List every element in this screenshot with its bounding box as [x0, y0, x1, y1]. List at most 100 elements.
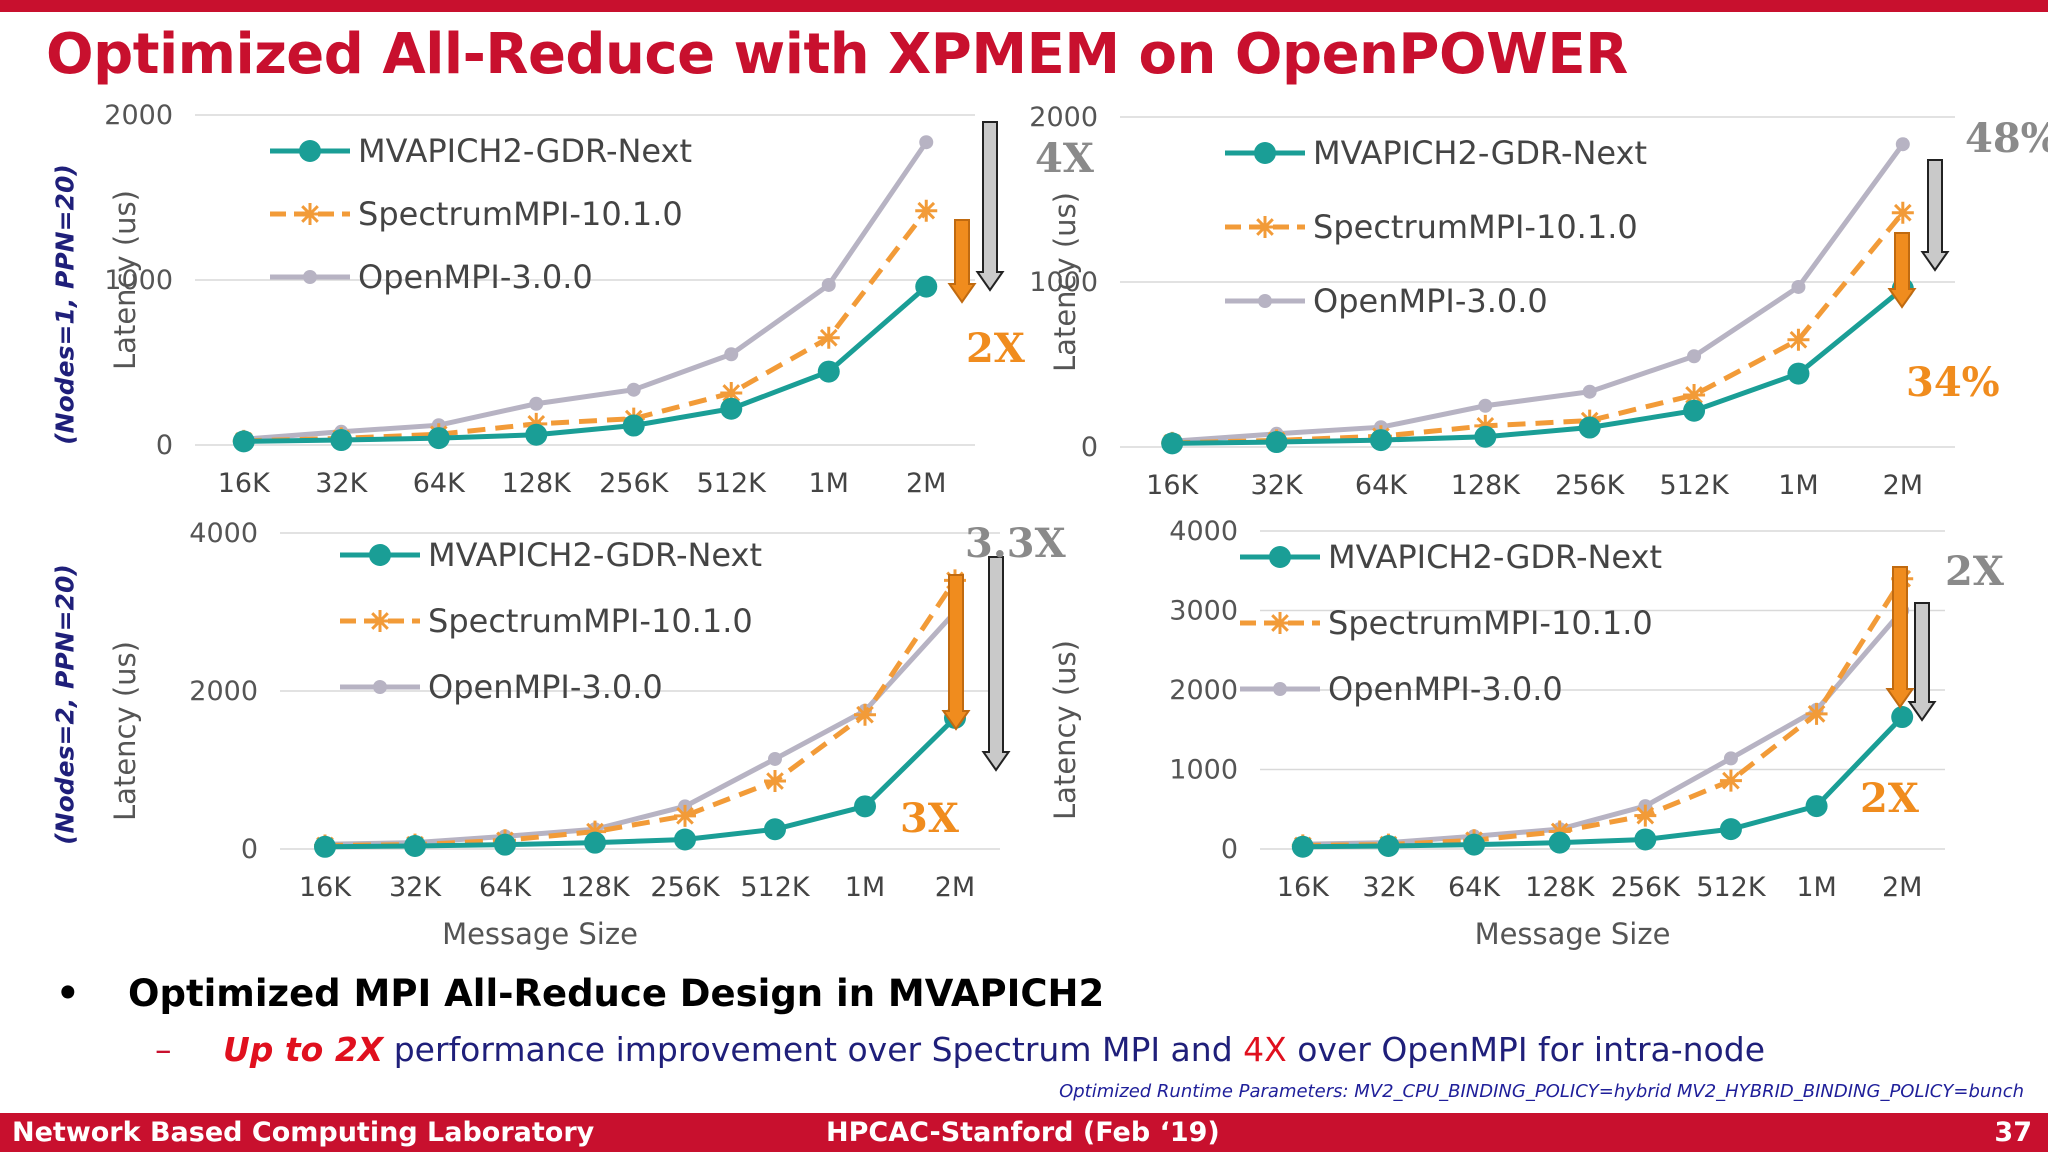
legend-marker: [1254, 216, 1276, 238]
legend-label: OpenMPI-3.0.0: [1313, 282, 1548, 320]
legend-marker: [373, 680, 387, 694]
legend-marker: [369, 544, 391, 566]
data-point: [1369, 429, 1392, 452]
y-tick-label: 0: [1221, 834, 1238, 865]
data-point: [674, 828, 696, 851]
y-tick-label: 2000: [1169, 675, 1238, 706]
series-MVAPICH2-GDR-Next: [232, 275, 938, 453]
bullet-sub-highlight2: 4X: [1243, 1030, 1287, 1069]
x-tick-label: 2M: [935, 872, 975, 903]
legend-marker: [369, 610, 391, 632]
top-accent-bar: [0, 0, 2048, 12]
legend-marker: [1269, 612, 1291, 634]
data-point: [1582, 384, 1597, 399]
x-tick-label: 128K: [1525, 872, 1596, 903]
x-tick-label: 1M: [1778, 470, 1818, 501]
legend-marker: [299, 203, 321, 225]
chart-bottom-right: 0 1000 2000 3000 4000 16K 32K 64K 128K 256K 512K 1M…: [1040, 515, 2020, 965]
data-point: [232, 430, 255, 453]
data-point: [919, 135, 934, 150]
data-point: [529, 396, 544, 411]
y-axis-label: Latency (us): [1048, 192, 1082, 372]
x-tick-label: 32K: [1362, 872, 1415, 903]
data-point: [724, 347, 739, 362]
footer-page-number: 37: [1994, 1117, 2032, 1148]
series-SpectrumMPI-10.1.0: [232, 199, 938, 452]
y-tick-label: 1000: [1169, 755, 1238, 786]
x-tick-label: 128K: [502, 468, 573, 499]
footer-bar: Network Based Computing Laboratory HPCAC…: [0, 1113, 2048, 1152]
x-tick-label: 16K: [1277, 872, 1330, 903]
chart-svg: 0 1000 2000 16K 32K 64K 128K 256K 512K 1M 2M Latenc…: [104, 100, 1094, 499]
legend-label: SpectrumMPI-10.1.0: [428, 602, 753, 640]
x-tick-label: 32K: [1251, 470, 1304, 501]
y-tick-label: 2000: [189, 676, 258, 707]
slide-title: Optimized All-Reduce with XPMEM on OpenP…: [46, 22, 1628, 87]
chart-bottom-left: 0 2000 4000 16K 32K 64K 128K 256K 512K 1M 2M Latenc…: [100, 515, 1066, 965]
data-point: [404, 834, 426, 857]
y-axis-label: Latency (us): [1048, 640, 1082, 820]
annotation-gray-label: 4X: [1035, 135, 1094, 182]
data-point: [584, 820, 606, 843]
series-line: [324, 610, 957, 847]
y-tick-label: 3000: [1169, 596, 1238, 627]
x-axis-label: Message Size: [1475, 917, 1671, 951]
data-point: [1719, 818, 1742, 841]
series-line: [243, 140, 929, 442]
orange-arrow: [1885, 566, 1915, 709]
annotation-gray-label: 2X: [1945, 548, 2004, 595]
x-tick-label: 2M: [1882, 872, 1922, 903]
legend-marker: [1269, 546, 1291, 568]
y-tick-label: 0: [241, 834, 258, 865]
data-point: [1578, 416, 1601, 439]
gray-arrow: [1907, 602, 1937, 722]
x-tick-label: 1M: [845, 872, 885, 903]
data-point: [768, 751, 782, 766]
orange-arrow: [947, 219, 977, 304]
data-point: [314, 835, 336, 858]
legend-label: OpenMPI-3.0.0: [428, 668, 663, 706]
data-point: [1805, 702, 1828, 725]
data-point: [764, 770, 786, 793]
gray-arrow: [981, 556, 1011, 772]
data-point: [626, 382, 641, 397]
annotation-orange-label: 3X: [900, 795, 959, 842]
y-tick-label: 0: [156, 430, 173, 461]
data-point: [1891, 706, 1914, 729]
bullet-sub: – Up to 2X performance improvement over S…: [155, 1030, 1765, 1069]
data-point: [821, 277, 836, 292]
x-axis-label: Message Size: [442, 917, 638, 951]
legend-label: SpectrumMPI-10.1.0: [358, 195, 683, 233]
y-tick-label: 4000: [1169, 516, 1238, 547]
chart-svg: 0 1000 2000 3000 4000 16K 32K 64K 128K 256K 512K 1M…: [1048, 516, 2004, 951]
data-point: [1548, 820, 1571, 843]
chart-top-left: 0 1000 2000 16K 32K 64K 128K 256K 512K 1M 2M Latenc…: [100, 100, 1094, 520]
data-point: [1377, 834, 1400, 857]
data-point: [1161, 432, 1184, 455]
x-tick-label: 256K: [1611, 872, 1682, 903]
y-tick-label: 2000: [104, 100, 173, 131]
data-point: [525, 423, 548, 446]
bullet-sub-end: over OpenMPI for intra-node: [1286, 1030, 1765, 1069]
y-tick-label: 0: [1081, 432, 1098, 463]
series-MVAPICH2-GDR-Next: [314, 706, 966, 858]
x-tick-label: 1M: [809, 468, 849, 499]
bullet-main: • Optimized MPI All-Reduce Design in MVAP…: [56, 972, 1104, 1015]
legend-marker: [303, 270, 317, 284]
bullet-dash: –: [155, 1030, 172, 1069]
footer-event: HPCAC-Stanford (Feb ‘19): [826, 1117, 1220, 1148]
legend-label: OpenMPI-3.0.0: [358, 258, 593, 296]
legend-label: MVAPICH2-GDR-Next: [1328, 538, 1662, 576]
data-point: [427, 427, 450, 450]
data-point: [1723, 751, 1738, 766]
chart-top-right: 0 1000 2000 16K 32K 64K 128K 256K 512K 1M 2M Latenc…: [1029, 100, 2048, 520]
y-axis-label: Latency (us): [108, 641, 142, 821]
legend-marker: [1258, 294, 1272, 308]
y-axis-label: Latency (us): [108, 190, 142, 370]
series-line: [1172, 286, 1905, 446]
x-tick-label: 512K: [1659, 470, 1730, 501]
legend-label: MVAPICH2-GDR-Next: [428, 536, 762, 574]
orange-arrow: [941, 574, 971, 731]
data-point: [1683, 399, 1706, 422]
x-tick-label: 2M: [906, 468, 946, 499]
